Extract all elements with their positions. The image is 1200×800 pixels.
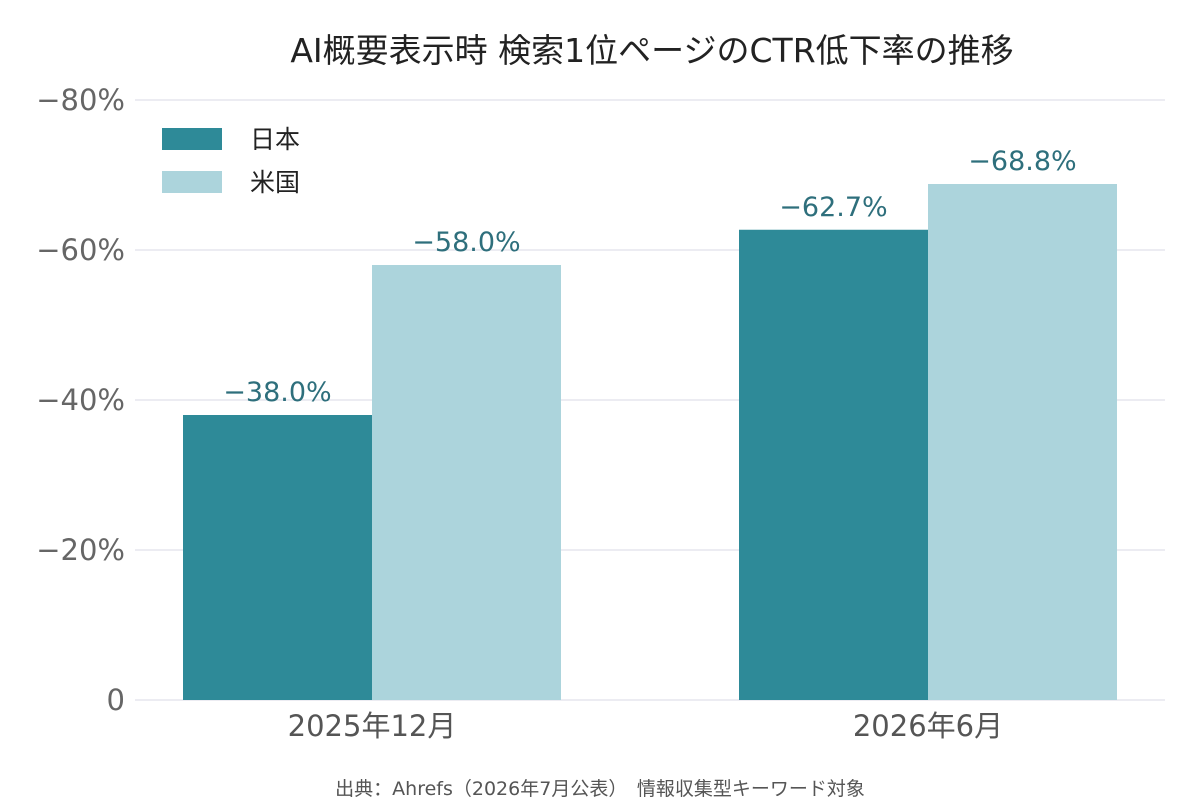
chart-title: AI概要表示時 検索1位ページのCTR低下率の推移 [290,31,1013,70]
y-tick-label: −40% [36,383,125,417]
bars [183,184,1117,700]
value-labels: −38.0% −58.0% −62.7% −68.8% [223,146,1076,408]
value-label: −62.7% [779,192,887,223]
y-tick-label: −80% [36,83,125,117]
legend-label: 日本 [250,125,300,154]
y-tick-label: −20% [36,533,125,567]
value-label: −38.0% [223,377,331,408]
y-tick-label: 0 [107,683,125,717]
value-label: −68.8% [968,146,1076,177]
value-label: −58.0% [412,227,520,258]
legend-swatch [162,128,222,150]
legend-swatch [162,171,222,193]
x-category-label: 2025年12月 [288,709,457,743]
legend-label: 米国 [250,168,300,197]
x-axis: 2025年12月 2026年6月 [288,709,1003,743]
y-axis: 0 −20% −40% −60% −80% [36,83,125,717]
bar-japan-1 [183,415,372,700]
bar-us-2 [928,184,1117,700]
y-tick-label: −60% [36,233,125,267]
source-note: 出典：Ahrefs（2026年7月公表） 情報収集型キーワード対象 [335,778,865,800]
bar-us-1 [372,265,561,700]
x-category-label: 2026年6月 [853,709,1003,743]
bar-japan-2 [739,229,928,700]
